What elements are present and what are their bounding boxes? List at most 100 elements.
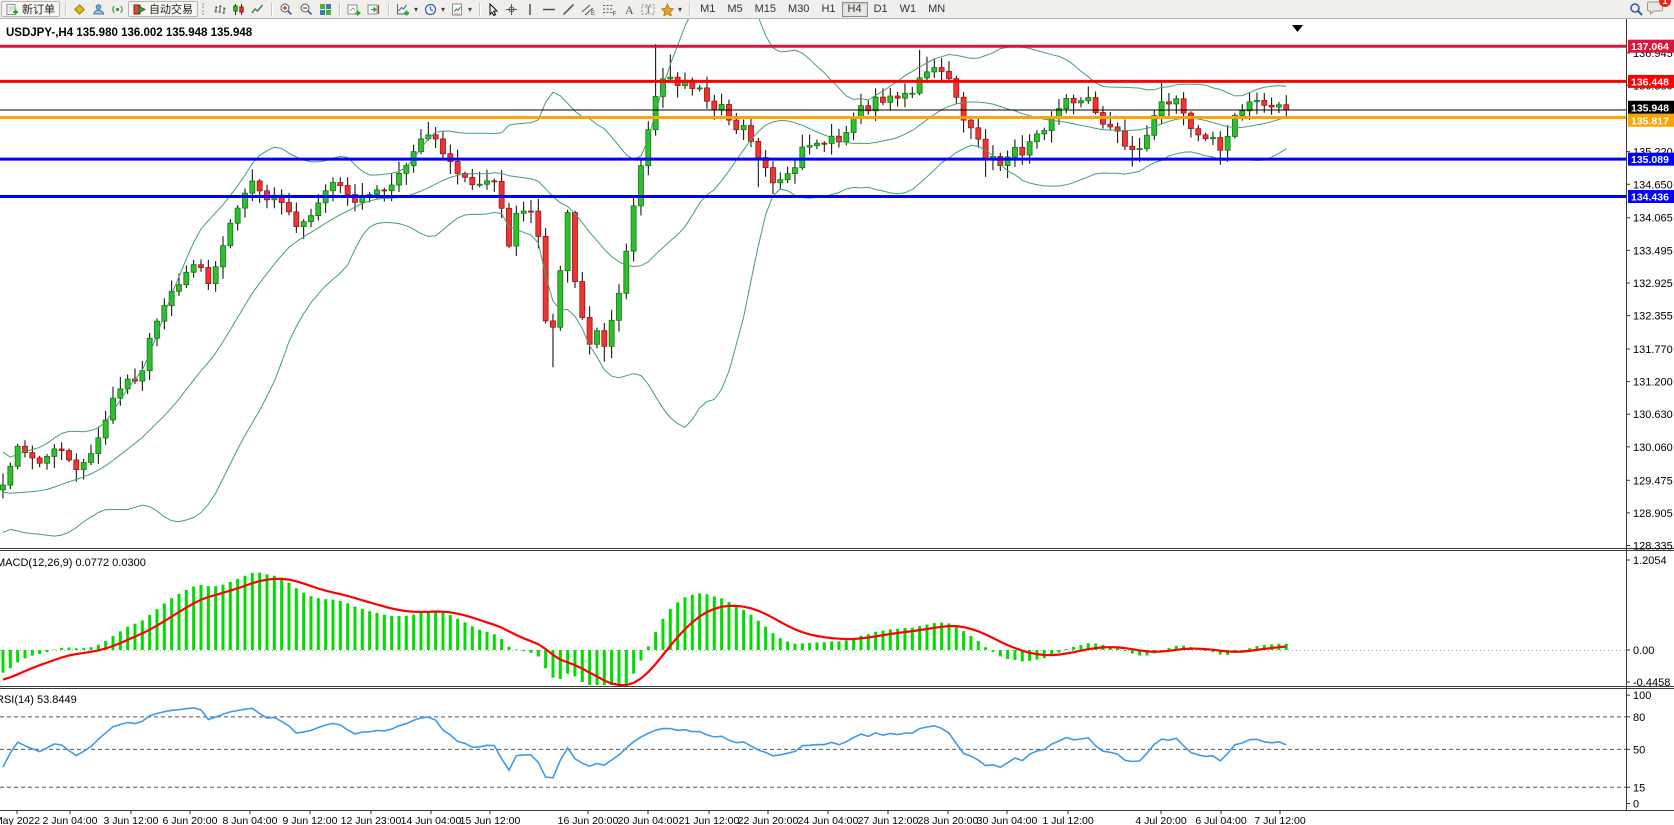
zoom-out-button[interactable] — [296, 1, 316, 17]
chart-shift-button[interactable] — [364, 1, 384, 17]
time-tick-label: May 2022 — [0, 815, 40, 825]
new-order-button[interactable]: 新订单 — [1, 1, 60, 17]
candlestick-chart-icon — [233, 3, 244, 15]
candle-bull — [1004, 156, 1011, 166]
candle-bull — [80, 462, 87, 471]
bar-chart-icon — [214, 4, 226, 14]
horizontal-line-icon — [543, 8, 556, 10]
price-axis-layer[interactable]: 136.945136.380135.220134.650134.065133.4… — [1626, 39, 1674, 553]
tab-timeframe-M1[interactable]: M1 — [694, 1, 722, 17]
tab-timeframe-M5[interactable]: M5 — [721, 1, 749, 17]
svg-text:T: T — [646, 5, 652, 15]
tab-timeframe-H1[interactable]: H1 — [815, 1, 842, 17]
periods-button[interactable]: ▾ — [421, 1, 448, 17]
fibonacci-button[interactable]: F — [599, 1, 620, 17]
candle-bull — [315, 202, 322, 217]
candle-bull — [88, 453, 94, 463]
line-chart-button[interactable] — [248, 1, 267, 17]
horizontal-line-button[interactable] — [539, 1, 559, 17]
candle-bear — [960, 96, 967, 121]
horizontal-lines-layer — [0, 44, 1626, 199]
candle-bear — [1129, 145, 1136, 150]
cursor-button[interactable] — [484, 1, 502, 17]
auto-scroll-button[interactable] — [344, 1, 364, 17]
time-tick-label: 27 Jun 12:00 — [858, 815, 919, 825]
candle-bull — [872, 96, 879, 112]
candle-bull — [308, 215, 314, 223]
macd-panel: MACD(12,26,9) 0.0772 0.0300 1.2054 0.00 -0.… — [0, 555, 1670, 689]
candle-bear — [381, 189, 388, 192]
bollinger-bands-layer — [2, 0, 1287, 537]
bar-chart-button[interactable] — [210, 1, 229, 17]
channel-button[interactable]: E — [578, 1, 599, 17]
vertical-line-button[interactable] — [521, 1, 539, 17]
candle-bear — [1019, 146, 1026, 156]
price-badge — [1628, 74, 1674, 88]
price-badge-label: 136.448 — [1631, 76, 1669, 88]
tab-timeframe-M15[interactable]: M15 — [748, 1, 783, 17]
crosshair-button[interactable] — [502, 1, 521, 17]
candle-bull — [557, 270, 564, 328]
candle-bear — [733, 119, 740, 131]
signals-button[interactable] — [108, 1, 127, 17]
tile-windows-button[interactable] — [316, 1, 335, 17]
zoom-in-button[interactable] — [276, 1, 296, 17]
text-label-button[interactable]: T — [638, 1, 658, 17]
candle-bear — [1217, 137, 1224, 151]
autotrading-button[interactable]: 自动交易 — [128, 1, 198, 17]
candle-bear — [938, 67, 945, 72]
chart-shift-marker[interactable] — [1292, 25, 1303, 32]
market-button[interactable] — [70, 1, 89, 17]
tab-timeframe-H4[interactable]: H4 — [841, 1, 868, 17]
price-badge — [1628, 113, 1674, 127]
time-tick-label: 8 Jun 04:00 — [223, 815, 278, 825]
candle-bull — [95, 437, 102, 454]
candle-bull — [14, 445, 21, 467]
candle-bull — [1173, 98, 1180, 105]
trendline-button[interactable] — [559, 1, 578, 17]
candle-bull — [418, 138, 424, 153]
tab-timeframe-W1[interactable]: W1 — [893, 1, 923, 17]
separator — [339, 2, 340, 16]
notifications-button[interactable]: 1 — [1647, 0, 1671, 18]
tab-timeframe-D1[interactable]: D1 — [867, 1, 894, 17]
templates-button[interactable]: ▾ — [448, 1, 475, 17]
candle-bear — [542, 235, 549, 322]
community-button[interactable] — [89, 1, 108, 17]
candlestick-chart-button[interactable] — [229, 1, 248, 17]
indicators-button[interactable]: ▾ — [393, 1, 421, 17]
candle-bear — [865, 105, 872, 112]
price-tick-label: 131.200 — [1633, 377, 1673, 389]
templates-dropdown-caret: ▾ — [468, 4, 473, 14]
candle-bear — [36, 457, 43, 464]
autotrading-icon — [133, 4, 146, 14]
candle-bear — [1283, 104, 1290, 111]
candle-bull — [117, 388, 124, 399]
candle-bull — [843, 132, 850, 143]
svg-text:A: A — [625, 3, 634, 16]
templates-icon — [452, 3, 463, 15]
trendline-icon — [563, 3, 575, 15]
time-tick-label: 6 Jul 04:00 — [1195, 815, 1247, 825]
search-button[interactable] — [1626, 1, 1647, 17]
candle-bear — [352, 194, 358, 203]
price-badge — [1628, 190, 1674, 204]
candle-bear — [1180, 98, 1187, 114]
arrows-button[interactable]: ▾ — [658, 1, 685, 17]
candle-bull — [909, 92, 916, 95]
tab-timeframe-MN[interactable]: MN — [922, 1, 952, 17]
candle-bear — [880, 96, 886, 103]
vertical-line-icon — [529, 3, 531, 15]
crosshair-icon — [506, 3, 518, 15]
candle-bear — [953, 78, 960, 98]
candle-bull — [1041, 130, 1048, 135]
price-tick-label: 134.065 — [1633, 213, 1673, 225]
candle-bear — [293, 211, 300, 227]
tab-timeframe-M30[interactable]: M30 — [782, 1, 816, 17]
candle-bull — [0, 484, 6, 491]
candle-bull — [638, 165, 644, 207]
candle-bull — [667, 76, 674, 80]
text-button[interactable]: A — [620, 1, 638, 17]
